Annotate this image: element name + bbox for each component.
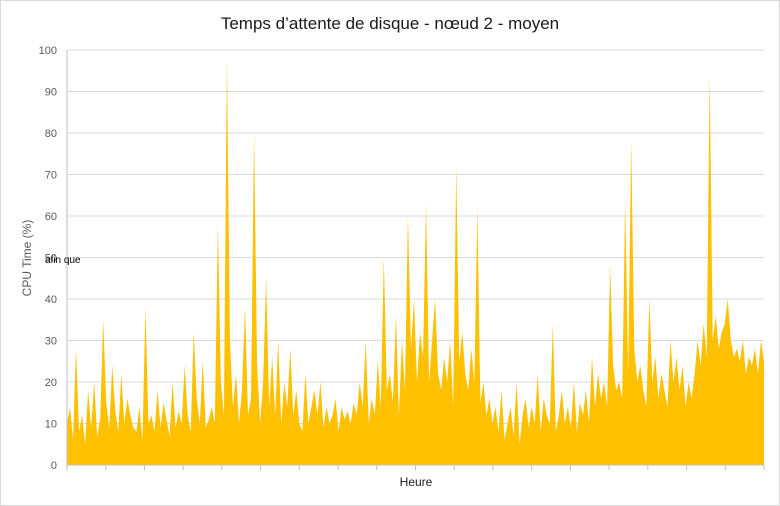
y-tick-label: 10 <box>45 419 57 431</box>
x-tick-marks <box>66 465 765 470</box>
x-axis-label: Heure <box>399 475 433 489</box>
y-tick-label: 70 <box>45 170 57 182</box>
chart-annotation: afin que <box>45 255 81 266</box>
y-tick-label: 20 <box>45 377 57 389</box>
y-tick-label: 80 <box>45 128 57 140</box>
y-tick-label: 90 <box>45 87 57 99</box>
y-tick-labels: 0 10 20 30 40 50 60 70 80 90 100 <box>39 45 57 472</box>
y-tick-label: 60 <box>45 211 57 223</box>
cpu-time-area-series <box>67 58 764 466</box>
y-tick-label: 50 <box>45 253 57 265</box>
y-axis-label: CPU Time (%) <box>20 219 34 297</box>
y-tick-label: 30 <box>45 336 57 348</box>
y-tick-label: 40 <box>45 294 57 306</box>
y-tick-label: 0 <box>51 460 57 472</box>
chart-title: Temps d’attente de disque - nœud 2 - moy… <box>220 14 560 33</box>
y-tick-label: 100 <box>39 45 57 57</box>
